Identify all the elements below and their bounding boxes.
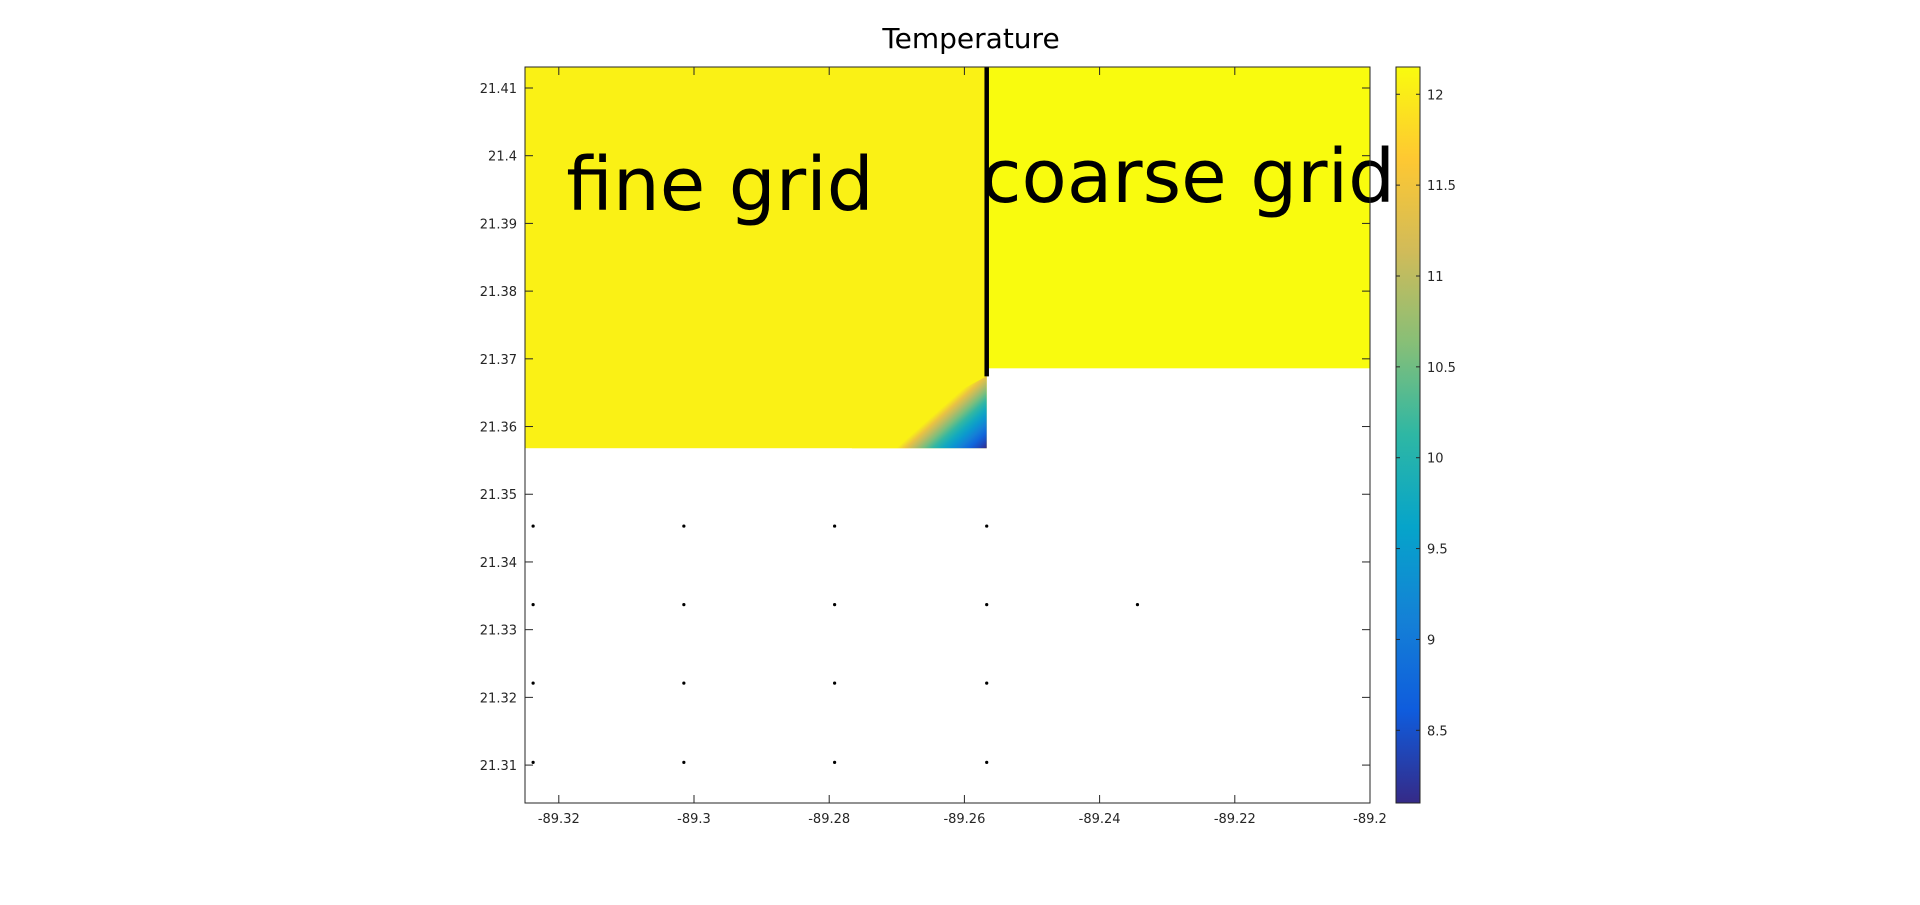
grid-point (833, 603, 837, 607)
x-tick-label: -89.28 (808, 812, 850, 827)
grid-point (833, 760, 837, 764)
colorbar-tick-label: 10 (1427, 452, 1444, 467)
chart-title: Temperature (881, 22, 1059, 55)
y-tick-label: 21.33 (480, 624, 517, 639)
y-tick-label: 21.37 (480, 353, 517, 368)
y-tick-label: 21.32 (480, 691, 517, 706)
grid-point (833, 524, 837, 528)
x-tick-label: -89.32 (538, 812, 580, 827)
axes-box (524, 66, 1371, 804)
colorbar-tick-label: 11.5 (1427, 179, 1456, 194)
colorbar-tick-label: 10.5 (1427, 361, 1456, 376)
grid-point (682, 760, 686, 764)
colorbar-tick-label: 8.5 (1427, 724, 1448, 739)
grid-point (985, 760, 989, 764)
colorbar-tick-label: 9 (1427, 633, 1435, 648)
grid-point (682, 681, 686, 685)
grid-point (682, 524, 686, 528)
grid-point (833, 681, 837, 685)
region (525, 67, 987, 449)
y-tick-label: 21.31 (480, 759, 517, 774)
x-tick-label: -89.2 (1353, 812, 1387, 827)
y-tick-label: 21.38 (480, 285, 517, 300)
y-tick-label: 21.35 (480, 488, 517, 503)
y-tick-label: 21.4 (488, 150, 517, 165)
x-tick-label: -89.3 (677, 812, 711, 827)
x-tick-label: -89.22 (1214, 812, 1256, 827)
grid-point (531, 524, 535, 528)
grid-point (985, 524, 989, 528)
colorbar-tick-label: 11 (1427, 270, 1444, 285)
grid-point (531, 760, 535, 764)
grid-point (985, 681, 989, 685)
grid-point (531, 603, 535, 607)
colorbar-tick-label: 12 (1427, 88, 1444, 103)
y-tick-label: 21.41 (480, 82, 517, 97)
colorbar-tick-label: 9.5 (1427, 543, 1448, 558)
grid-point (531, 681, 535, 685)
grid-point (682, 603, 686, 607)
y-tick-label: 21.36 (480, 421, 517, 436)
annotation: coarse grid (981, 134, 1395, 220)
x-tick-label: -89.26 (943, 812, 985, 827)
x-tick-label: -89.24 (1079, 812, 1121, 827)
region-gradient (851, 376, 987, 449)
region (986, 67, 1370, 369)
grid-point (985, 603, 989, 607)
annotation: fine grid (566, 142, 874, 228)
colorbar (1395, 66, 1421, 804)
y-tick-label: 21.34 (480, 556, 517, 571)
y-tick-label: 21.39 (480, 217, 517, 232)
grid-point (1135, 603, 1140, 607)
